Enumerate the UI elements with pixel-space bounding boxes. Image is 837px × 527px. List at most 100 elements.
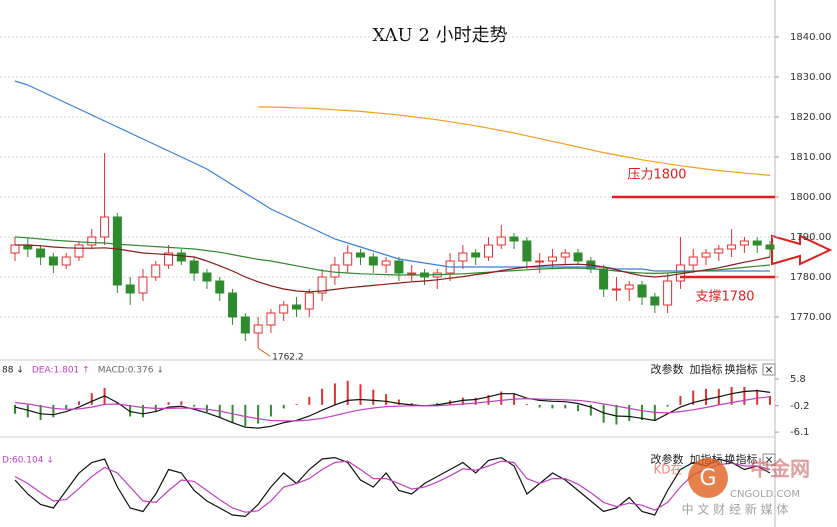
watermark-slogan: 中 文 财 经 新 媒 体	[682, 502, 789, 517]
chart-title: XAU 2 小时走势	[372, 25, 507, 46]
control-button[interactable]: 加指标	[690, 362, 723, 376]
candle-body	[100, 216, 110, 238]
candle-body	[215, 280, 225, 294]
moving-average-line	[15, 244, 771, 293]
candle-body	[752, 240, 762, 246]
candle-body	[151, 264, 161, 278]
control-button[interactable]: 改参数	[651, 452, 684, 466]
indicator-header: MACD:0.376 ↓	[98, 366, 164, 376]
candle-body	[36, 248, 46, 258]
arrow-icon	[771, 234, 833, 266]
candle-body	[471, 252, 481, 258]
close-button-frame	[762, 363, 776, 376]
y-tick-label: 1790.00	[790, 232, 831, 243]
logo-icon	[688, 458, 728, 498]
candle-body	[330, 264, 340, 278]
y-tick-label: 1780.00	[790, 272, 831, 283]
candle-body	[164, 252, 174, 266]
control-button[interactable]: 换指标	[725, 362, 758, 376]
moving-average-line	[14, 80, 770, 272]
y-tick-label: -0.2	[790, 401, 810, 412]
indicator-header: 88 ↓	[2, 366, 24, 376]
candle-body	[253, 324, 263, 334]
y-tick-label: 1800.00	[790, 192, 831, 203]
candle-body	[611, 288, 621, 291]
candle-body	[547, 256, 557, 262]
candle-body	[765, 244, 775, 250]
candle-body	[509, 236, 519, 242]
candle-body	[599, 268, 609, 290]
candle-body	[522, 240, 532, 262]
candle-body	[663, 280, 673, 306]
moving-average-line	[258, 106, 771, 176]
indicator-header: D:60.104 ↓	[2, 456, 54, 466]
candle-body	[496, 236, 506, 246]
candle-body	[701, 252, 711, 258]
candle-body	[483, 244, 493, 258]
candle-body	[10, 244, 20, 254]
y-tick-label: -6.1	[790, 427, 810, 438]
candle-body	[292, 304, 302, 310]
candle-body	[317, 276, 327, 294]
watermark-caption: KD在	[653, 463, 682, 477]
indicator-line	[14, 456, 771, 518]
candle-body	[560, 252, 570, 258]
candle-body	[394, 260, 404, 274]
candle-body	[74, 244, 84, 258]
low-marker-line	[257, 347, 271, 357]
candle-body	[407, 272, 417, 275]
indicator-line	[14, 396, 771, 422]
watermark: G 中金网 CNGOLD.COM 中 文 财 经 新 媒 体 KD在	[653, 457, 810, 517]
candle-body	[240, 316, 250, 334]
candle-body	[368, 256, 378, 266]
y-tick-label: 1810.00	[790, 152, 831, 163]
candle-body	[381, 260, 391, 266]
control-button[interactable]: 改参数	[651, 362, 684, 376]
candle-body	[356, 252, 366, 258]
candle-body	[202, 272, 212, 282]
candle-body	[624, 284, 634, 290]
candle-body	[125, 284, 135, 294]
candle-body	[458, 252, 468, 262]
candle-body	[266, 312, 276, 326]
reference-label: 压力1800	[627, 168, 686, 183]
candle-body	[304, 292, 314, 310]
close-button[interactable]: ×	[764, 453, 773, 466]
candle-body	[112, 216, 122, 286]
candle-body	[535, 260, 545, 263]
candle-body	[714, 248, 724, 254]
watermark-site: CNGOLD.COM	[730, 489, 800, 500]
y-tick-label: 1770.00	[790, 312, 831, 323]
candle-body	[637, 284, 647, 298]
moving-average-line	[14, 236, 771, 276]
y-tick-label: 1830.00	[790, 72, 831, 83]
indicator-header: DEA:1.801 ↑	[32, 366, 90, 376]
candle-body	[48, 256, 58, 266]
y-tick-label: 1820.00	[790, 112, 831, 123]
candle-body	[739, 240, 749, 246]
low-marker-label: 1762.2	[272, 353, 304, 363]
candle-body	[176, 252, 186, 262]
indicator-line	[14, 460, 771, 513]
candle-body	[343, 252, 353, 266]
y-tick-label: 5.8	[790, 374, 806, 385]
candle-body	[573, 252, 583, 262]
candle-body	[727, 244, 737, 250]
y-tick-label: 1840.00	[790, 32, 831, 43]
candle-body	[61, 256, 71, 266]
candle-body	[228, 292, 238, 318]
reference-label: 支撑1780	[695, 290, 754, 305]
candle-body	[189, 260, 199, 274]
candle-body	[279, 304, 289, 314]
close-button[interactable]: ×	[764, 363, 773, 376]
candle-body	[138, 276, 148, 294]
candle-body	[650, 296, 660, 306]
logo-glyph: G	[699, 466, 716, 491]
control-button[interactable]: 换指标	[725, 452, 758, 466]
watermark-logo: 中金网	[750, 457, 810, 481]
candle-body	[688, 256, 698, 266]
indicator-line	[14, 389, 771, 429]
candle-body	[87, 236, 97, 246]
